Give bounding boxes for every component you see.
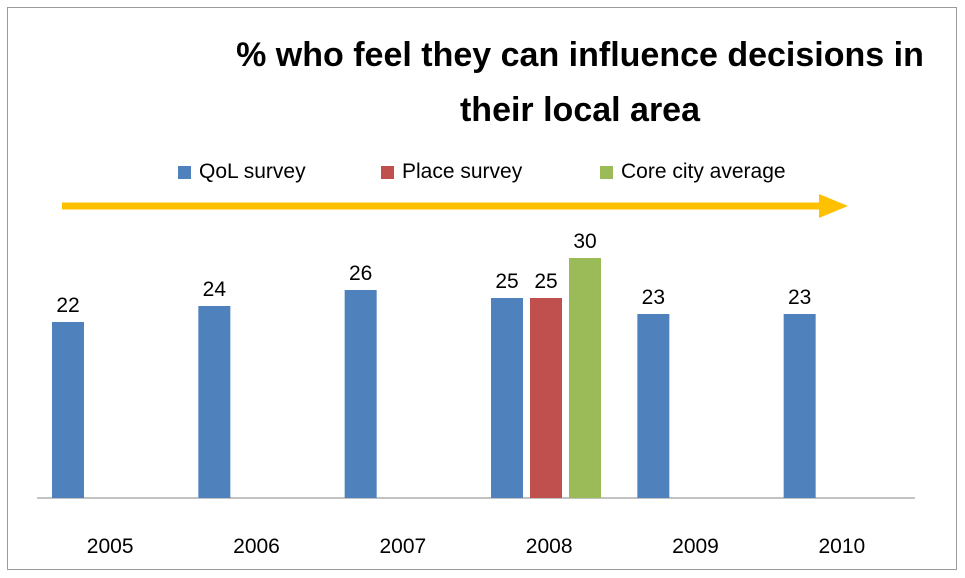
chart-title: % who feel they can influence decisions … bbox=[215, 28, 945, 138]
legend-label-core-city-average: Core city average bbox=[621, 160, 786, 183]
x-tick-label-2010: 2010 bbox=[818, 535, 865, 558]
x-tick-label-2005: 2005 bbox=[87, 535, 134, 558]
chart-title-line-1: % who feel they can influence decisions … bbox=[236, 36, 924, 74]
data-label-qol-survey-2007: 26 bbox=[349, 262, 372, 285]
bar-qol-survey-2005 bbox=[52, 322, 84, 498]
legend-swatch-place-survey bbox=[381, 165, 394, 179]
x-tick-label-2009: 2009 bbox=[672, 535, 719, 558]
x-tick-label-2006: 2006 bbox=[233, 535, 280, 558]
data-label-place-survey-2008: 25 bbox=[534, 270, 557, 293]
data-label-qol-survey-2006: 24 bbox=[203, 278, 227, 301]
data-label-qol-survey-2008: 25 bbox=[495, 270, 518, 293]
legend-label-qol-survey: QoL survey bbox=[199, 160, 306, 183]
trend-arrow-head bbox=[819, 194, 848, 218]
x-tick-label-2007: 2007 bbox=[379, 535, 426, 558]
bar-place-survey-2008 bbox=[530, 298, 562, 498]
legend-item-core-city-average: Core city average bbox=[600, 158, 786, 186]
legend-item-qol-survey: QoL survey bbox=[178, 158, 306, 186]
legend-swatch-core-city-average bbox=[600, 165, 613, 179]
bar-qol-survey-2008 bbox=[491, 298, 523, 498]
data-label-qol-survey-2009: 23 bbox=[642, 286, 665, 309]
bar-core-city-average-2008 bbox=[569, 258, 601, 498]
data-label-qol-survey-2005: 22 bbox=[56, 294, 79, 317]
legend-swatch-qol-survey bbox=[178, 165, 191, 179]
data-label-qol-survey-2010: 23 bbox=[788, 286, 811, 309]
legend-item-place-survey: Place survey bbox=[381, 158, 522, 186]
x-tick-label-2008: 2008 bbox=[526, 535, 573, 558]
bar-qol-survey-2010 bbox=[783, 314, 816, 498]
data-label-core-city-average-2008: 30 bbox=[573, 230, 596, 253]
bar-qol-survey-2006 bbox=[198, 306, 231, 498]
chart-title-line-2: their local area bbox=[459, 91, 700, 129]
bar-qol-survey-2009 bbox=[637, 314, 670, 498]
legend-label-place-survey: Place survey bbox=[402, 160, 523, 183]
bar-qol-survey-2007 bbox=[344, 290, 377, 498]
